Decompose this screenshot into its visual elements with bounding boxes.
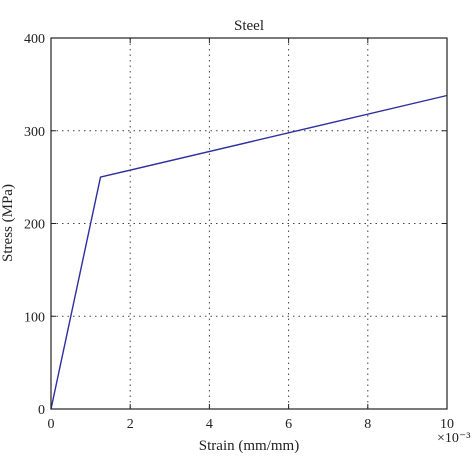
series-layer [50, 94, 448, 410]
y-tick-label: 300 [24, 125, 45, 140]
x-tick-label: 8 [364, 417, 371, 432]
x-tick-label: 6 [285, 417, 292, 432]
x-axis-multiplier: ×10⁻³ [437, 431, 470, 446]
y-tick-label: 200 [24, 218, 45, 233]
grid-lines [51, 38, 447, 409]
x-tick-label: 0 [48, 417, 55, 432]
x-tick-label: 4 [206, 417, 213, 432]
x-tick-label: 2 [127, 417, 134, 432]
y-axis-label: Stress (MPa) [0, 184, 16, 262]
y-tick-label: 400 [24, 32, 45, 47]
chart-title: Steel [234, 18, 264, 34]
x-tick-label: 10 [440, 417, 454, 432]
x-axis-label: Strain (mm/mm) [199, 438, 299, 454]
y-tick-label: 100 [24, 310, 45, 325]
y-tick-label: 0 [38, 403, 45, 418]
series-line [50, 94, 448, 410]
